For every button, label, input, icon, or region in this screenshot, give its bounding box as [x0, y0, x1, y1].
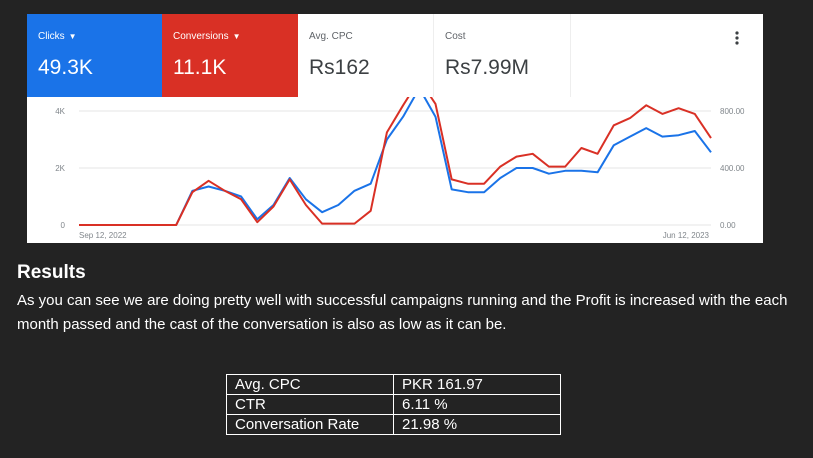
- performance-line-chart: 4K 2K 0 800.00 400.00 0.00 Sep 12, 2022 Jun 12,…: [55, 97, 745, 240]
- stats-label: CTR: [226, 394, 394, 415]
- conversions-metric-card[interactable]: Conversions ▼ 11.1K: [162, 14, 298, 97]
- conversions-metric-value: 11.1K: [173, 56, 227, 79]
- x-tick-label: Sep 12, 2022: [79, 231, 127, 240]
- y-tick-label-right: 0.00: [720, 221, 736, 230]
- table-row: CTR 6.11 %: [226, 394, 561, 415]
- cost-metric-label: Cost: [445, 31, 466, 42]
- stats-table: Avg. CPC PKR 161.97 CTR 6.11 % Conversat…: [226, 374, 561, 435]
- avg-cpc-metric-label: Avg. CPC: [309, 31, 353, 42]
- x-tick-label: Jun 12, 2023: [663, 231, 710, 240]
- results-heading: Results: [17, 262, 86, 283]
- clicks-metric-card[interactable]: Clicks ▼ 49.3K: [27, 14, 162, 97]
- more-options-button[interactable]: [727, 27, 747, 49]
- y-tick-label-left: 4K: [55, 107, 65, 116]
- stats-label: Avg. CPC: [226, 374, 394, 395]
- clicks-metric-value: 49.3K: [38, 56, 93, 79]
- y-tick-label-right: 800.00: [720, 107, 745, 116]
- conversions-metric-label: Conversions ▼: [173, 31, 241, 42]
- y-tick-label-left: 0: [61, 221, 66, 230]
- stats-value: PKR 161.97: [393, 374, 561, 395]
- caret-down-icon: ▼: [68, 32, 77, 41]
- y-tick-label-left: 2K: [55, 164, 65, 173]
- avg-cpc-metric-value: Rs162: [309, 56, 370, 79]
- results-paragraph: As you can see we are doing pretty well …: [17, 292, 788, 333]
- performance-dashboard: Clicks ▼ 49.3K Conversions ▼ 11.1K Avg. CP…: [27, 14, 763, 243]
- clicks-metric-label: Clicks ▼: [38, 31, 77, 42]
- stats-value: 6.11 %: [393, 394, 561, 415]
- avg-cpc-metric-card[interactable]: Avg. CPC Rs162: [298, 14, 434, 97]
- y-tick-label-right: 400.00: [720, 164, 745, 173]
- series-line-clicks: [79, 97, 712, 226]
- stats-value: 21.98 %: [393, 414, 561, 435]
- table-row: Avg. CPC PKR 161.97: [226, 374, 561, 395]
- more-vertical-icon: [735, 31, 739, 45]
- caret-down-icon: ▼: [232, 32, 241, 41]
- table-row: Conversation Rate 21.98 %: [226, 414, 561, 435]
- cost-metric-card[interactable]: Cost Rs7.99M: [434, 14, 571, 97]
- stats-label: Conversation Rate: [226, 414, 394, 435]
- series-line-conversions: [79, 97, 712, 226]
- cost-metric-value: Rs7.99M: [445, 56, 530, 79]
